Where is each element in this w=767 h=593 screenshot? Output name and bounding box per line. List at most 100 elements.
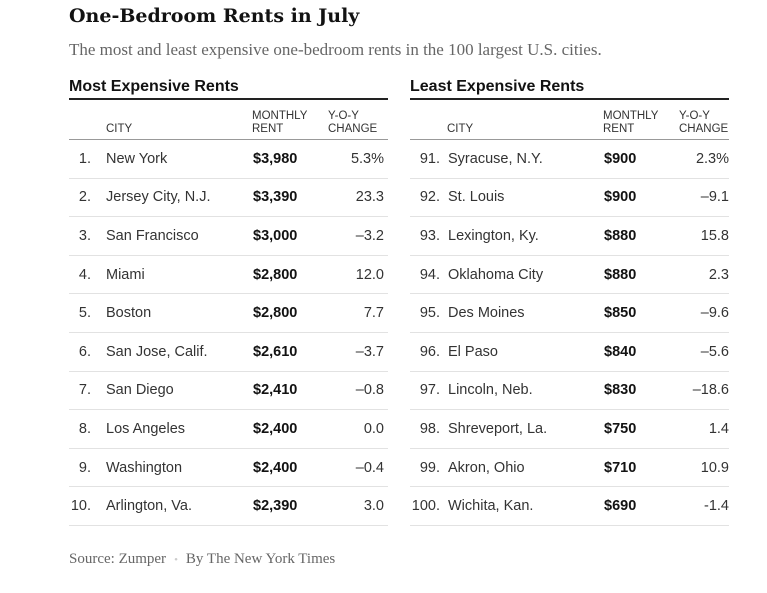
- change-cell: -1.4: [704, 498, 729, 515]
- source-line: Source: Zumper • By The New York Times: [69, 551, 335, 568]
- rent-cell: $3,980: [253, 150, 298, 167]
- rank-cell: 8.: [78, 420, 91, 437]
- change-cell: 3.0: [363, 498, 384, 515]
- change-cell: 5.3%: [350, 150, 384, 167]
- byline-text: By The New York Times: [185, 551, 336, 567]
- separator-dot: •: [174, 554, 178, 566]
- table-row: 92. St. Louis $900 –9.1: [410, 179, 729, 218]
- rank-cell: 94.: [419, 266, 440, 283]
- table-row: 91. Syracuse, N.Y. $900 2.3%: [410, 140, 729, 179]
- table-title: Most Expensive Rents: [69, 74, 388, 100]
- city-cell: Lexington, Ky.: [448, 227, 539, 244]
- city-cell: Oklahoma City: [448, 266, 544, 283]
- table-row: 3. San Francisco $3,000 –3.2: [69, 217, 388, 256]
- rent-cell: $830: [604, 382, 637, 399]
- rent-cell: $2,800: [253, 266, 298, 283]
- column-header-change-line2: CHANGE: [328, 123, 378, 135]
- table-row: 100. Wichita, Kan. $690 -1.4: [410, 487, 729, 526]
- change-cell: 2.3: [708, 266, 729, 283]
- column-header-change: Y-O-Y CHANGE: [679, 110, 729, 136]
- change-cell: 0.0: [363, 420, 384, 437]
- rank-cell: 9.: [78, 459, 91, 476]
- city-cell: Akron, Ohio: [448, 459, 525, 476]
- column-header-city: CITY: [447, 123, 474, 135]
- change-cell: 7.7: [363, 305, 384, 322]
- rank-cell: 1.: [78, 150, 91, 167]
- city-cell: Wichita, Kan.: [448, 498, 534, 515]
- rank-cell: 97.: [419, 382, 440, 399]
- table-row: 94. Oklahoma City $880 2.3: [410, 256, 729, 295]
- table-row: 5. Boston $2,800 7.7: [69, 294, 388, 333]
- city-cell: Jersey City, N.J.: [106, 189, 211, 206]
- source-text: Source: Zumper: [69, 551, 167, 567]
- rank-cell: 10.: [70, 498, 91, 515]
- page-subtitle: The most and least expensive one-bedroom…: [69, 40, 602, 59]
- rank-cell: 7.: [78, 382, 91, 399]
- rent-cell: $850: [604, 305, 637, 322]
- rent-cell: $2,610: [253, 343, 298, 360]
- column-header-rent-line2: RENT: [252, 123, 284, 135]
- table-row: 9. Washington $2,400 –0.4: [69, 449, 388, 488]
- table-row: 99. Akron, Ohio $710 10.9: [410, 449, 729, 488]
- rank-cell: 95.: [419, 305, 440, 322]
- page-title: One-Bedroom Rents in July: [69, 5, 360, 27]
- change-cell: 1.4: [708, 420, 729, 437]
- city-cell: Boston: [106, 305, 152, 322]
- table-title: Least Expensive Rents: [410, 74, 729, 100]
- rank-cell: 92.: [419, 189, 440, 206]
- city-cell: San Francisco: [106, 227, 199, 244]
- rent-cell: $690: [604, 498, 637, 515]
- most-expensive-table: Most Expensive Rents CITY MONTHLY RENT Y…: [69, 74, 388, 526]
- city-cell: Arlington, Va.: [106, 498, 192, 515]
- table-row: 96. El Paso $840 –5.6: [410, 333, 729, 372]
- rank-cell: 3.: [78, 227, 91, 244]
- city-cell: Des Moines: [448, 305, 525, 322]
- table-row: 1. New York $3,980 5.3%: [69, 140, 388, 179]
- city-cell: San Jose, Calif.: [106, 343, 208, 360]
- rank-cell: 93.: [419, 227, 440, 244]
- table-row: 2. Jersey City, N.J. $3,390 23.3: [69, 179, 388, 218]
- least-expensive-table: Least Expensive Rents CITY MONTHLY RENT …: [410, 74, 729, 526]
- column-header-change: Y-O-Y CHANGE: [328, 110, 388, 136]
- city-cell: Syracuse, N.Y.: [448, 150, 543, 167]
- rent-cell: $2,800: [253, 305, 298, 322]
- city-cell: Shreveport, La.: [448, 420, 548, 437]
- change-cell: –18.6: [692, 382, 729, 399]
- city-cell: Miami: [106, 266, 145, 283]
- rent-cell: $2,410: [253, 382, 298, 399]
- city-cell: Los Angeles: [106, 420, 186, 437]
- column-header-rent: MONTHLY RENT: [603, 110, 673, 136]
- change-cell: –0.8: [355, 382, 384, 399]
- table-row: 93. Lexington, Ky. $880 15.8: [410, 217, 729, 256]
- table-row: 8. Los Angeles $2,400 0.0: [69, 410, 388, 449]
- city-cell: San Diego: [106, 382, 174, 399]
- rent-cell: $880: [604, 266, 637, 283]
- table-row: 7. San Diego $2,410 –0.8: [69, 372, 388, 411]
- table-row: 95. Des Moines $850 –9.6: [410, 294, 729, 333]
- rank-cell: 100.: [411, 498, 440, 515]
- table-row: 97. Lincoln, Neb. $830 –18.6: [410, 372, 729, 411]
- city-cell: New York: [106, 150, 168, 167]
- city-cell: Washington: [106, 459, 183, 476]
- change-cell: 12.0: [355, 266, 384, 283]
- rent-cell: $2,400: [253, 420, 298, 437]
- rent-cell: $750: [604, 420, 637, 437]
- table-row: 6. San Jose, Calif. $2,610 –3.7: [69, 333, 388, 372]
- table-row: 10. Arlington, Va. $2,390 3.0: [69, 487, 388, 526]
- table-header: CITY MONTHLY RENT Y-O-Y CHANGE: [410, 100, 729, 140]
- rank-cell: 99.: [419, 459, 440, 476]
- rent-cell: $3,390: [253, 189, 298, 206]
- rent-cell: $2,400: [253, 459, 298, 476]
- change-cell: –5.6: [700, 343, 729, 360]
- column-header-rent: MONTHLY RENT: [252, 110, 322, 136]
- rent-cell: $710: [604, 459, 637, 476]
- rent-cell: $900: [604, 189, 637, 206]
- city-cell: Lincoln, Neb.: [448, 382, 533, 399]
- change-cell: –0.4: [355, 459, 384, 476]
- change-cell: –3.2: [355, 227, 384, 244]
- rank-cell: 96.: [419, 343, 440, 360]
- rank-cell: 98.: [419, 420, 440, 437]
- table-body: 1. New York $3,980 5.3% 2. Jersey City, N.J. $…: [69, 140, 388, 526]
- change-cell: 2.3%: [695, 150, 729, 167]
- column-header-rent-line1: MONTHLY: [603, 110, 659, 122]
